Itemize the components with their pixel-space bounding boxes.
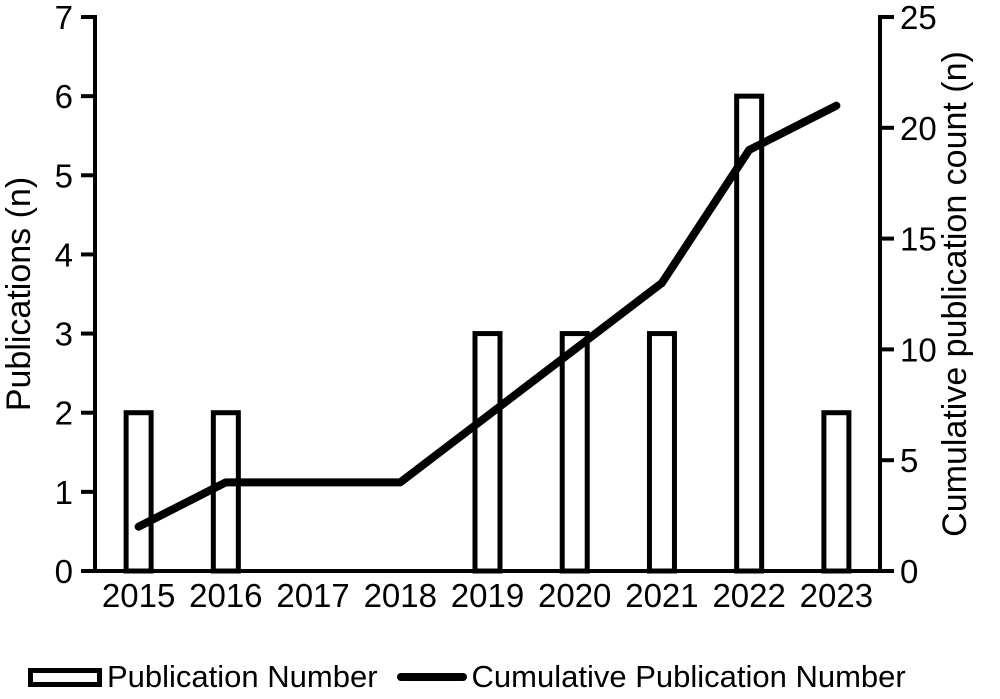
left-tick-label-7: 7: [55, 0, 73, 36]
x-tick-label-2015: 2015: [102, 577, 175, 614]
right-tick-label-20: 20: [900, 110, 937, 147]
bar-2022: [734, 93, 765, 574]
left-tick-label-3: 3: [55, 316, 73, 353]
line-swatch-icon: [396, 673, 467, 681]
cumulative-line-group: [134, 101, 841, 531]
legend-item-cumulative-publication-number: Cumulative Publication Number: [396, 659, 906, 695]
tick-labels-group: 0 1 2 3 4 5 6 7 0 5 10 15 20 25 2015 2016 2017 2018 2019 20…: [55, 0, 937, 614]
x-tick-label-2023: 2023: [800, 577, 873, 614]
left-tick-label-0: 0: [55, 553, 73, 590]
x-tick-label-2022: 2022: [712, 577, 785, 614]
legend-item-publication-number: Publication Number: [28, 659, 378, 695]
x-tick-label-2016: 2016: [189, 577, 262, 614]
x-tick-label-2021: 2021: [625, 577, 698, 614]
right-tick-label-10: 10: [900, 331, 937, 368]
x-tick-label-2020: 2020: [538, 577, 611, 614]
left-tick-label-2: 2: [55, 395, 73, 432]
right-tick-label-15: 15: [900, 221, 937, 258]
right-tick-label-25: 25: [900, 0, 937, 36]
left-tick-label-5: 5: [55, 157, 73, 194]
right-tick-label-5: 5: [900, 442, 918, 479]
legend: Publication Number Cumulative Publicatio…: [28, 659, 978, 695]
left-tick-label-1: 1: [55, 474, 73, 511]
bar-2020: [559, 331, 590, 574]
axes-group: [81, 15, 894, 573]
right-axis-title: Cumulative publication count (n): [936, 51, 974, 537]
bar-2016: [210, 410, 241, 574]
left-tick-label-4: 4: [55, 236, 73, 273]
right-tick-label-0: 0: [900, 553, 918, 590]
x-tick-label-2017: 2017: [276, 577, 349, 614]
bar-2019: [472, 331, 503, 574]
chart-canvas: 0 1 2 3 4 5 6 7 0 5 10 15 20 25 2015 2016 2017 2018 2019 20…: [0, 0, 974, 614]
bar-2023: [821, 410, 852, 574]
x-tick-label-2018: 2018: [364, 577, 437, 614]
left-axis-title: Publications (n): [0, 177, 38, 411]
legend-label-cumulative-publication-number: Cumulative Publication Number: [471, 659, 906, 694]
bar-swatch-icon: [28, 667, 102, 687]
bars-group: [123, 93, 852, 574]
x-tick-label-2019: 2019: [451, 577, 524, 614]
cumulative-line: [134, 101, 841, 531]
legend-label-publication-number: Publication Number: [107, 659, 378, 694]
bar-2015: [123, 410, 154, 574]
left-tick-label-6: 6: [55, 78, 73, 115]
bar-2021: [646, 331, 677, 574]
